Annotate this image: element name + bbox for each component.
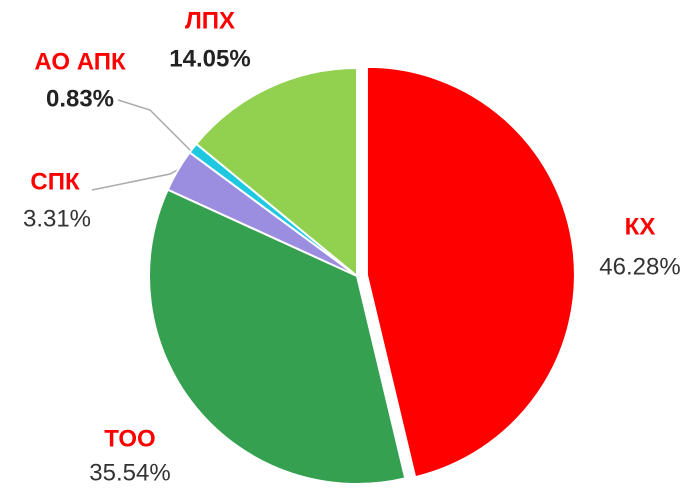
category-label: СПК — [30, 168, 80, 195]
pie-slice — [365, 65, 576, 479]
value-label: 14.05% — [169, 45, 250, 72]
category-label: КХ — [625, 213, 656, 240]
value-label: 46.28% — [599, 253, 680, 280]
category-label: ЛПХ — [185, 7, 235, 34]
category-label: ТОО — [104, 425, 155, 452]
pie-slice — [194, 66, 358, 279]
pie-slice — [148, 188, 407, 485]
category-label: АО АПК — [34, 48, 126, 75]
value-label: 35.54% — [89, 459, 170, 486]
value-label: 0.83% — [46, 85, 114, 112]
value-label: 3.31% — [23, 205, 91, 232]
leader-line — [117, 99, 193, 153]
